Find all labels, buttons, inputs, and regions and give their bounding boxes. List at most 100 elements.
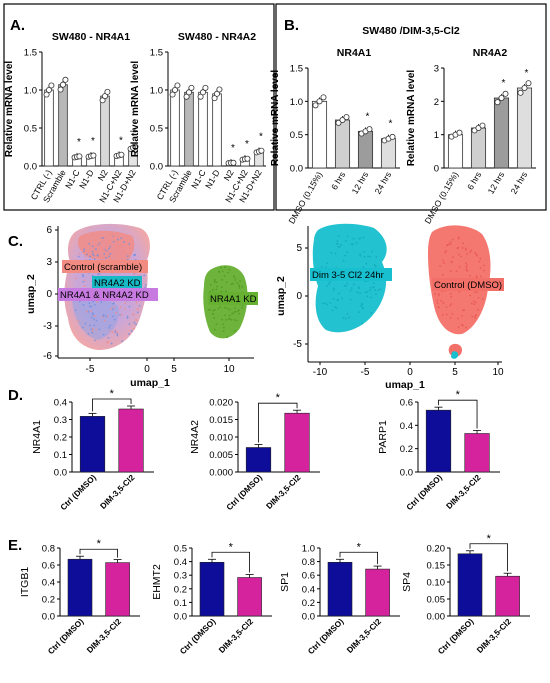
x-tick-label: DMSO (0.15%) (422, 170, 460, 226)
umap-point (226, 336, 229, 339)
umap-point (234, 279, 237, 281)
umap-point (458, 290, 461, 293)
umap-point (85, 253, 88, 256)
umap-point (464, 247, 467, 250)
umap-point (343, 284, 346, 287)
chart-title: SW480 - NR4A1 (52, 31, 130, 43)
y-tick-label: 0.010 (209, 433, 233, 444)
significance-mark: * (525, 68, 529, 79)
umap-point (359, 253, 361, 256)
umap-point (137, 273, 139, 276)
replicate-point (60, 81, 67, 88)
umap-point (365, 262, 368, 265)
bar (334, 119, 351, 169)
replicate-point (46, 87, 53, 94)
umap-point (111, 234, 114, 237)
x-tick-label: DIM-3,5-Cl2 (445, 473, 483, 511)
umap-point (444, 251, 446, 254)
umap-point (109, 324, 112, 327)
umap-point (88, 305, 91, 308)
umap-point (346, 235, 349, 238)
umap-point (100, 246, 102, 249)
umap-point (449, 243, 452, 245)
umap-point (87, 310, 90, 313)
significance-mark: * (119, 135, 123, 146)
significance-mark: * (366, 111, 370, 122)
umap-left-y-ticks: 6 3 0 -3 -6 (43, 225, 58, 362)
y-tick-label: 1 (434, 130, 439, 141)
y-axis-label: PARP1 (377, 420, 389, 454)
umap-right-xtick: -10 (313, 367, 328, 378)
y-axis-label: Relative mRNA level (4, 61, 15, 158)
y-tick-label: 0.5 (150, 124, 163, 135)
umap-point (343, 254, 346, 257)
replicate-point (339, 117, 346, 124)
umap-point (91, 250, 94, 253)
y-tick-label: 0.0 (150, 162, 163, 173)
bar (470, 127, 487, 169)
umap-point (95, 319, 98, 322)
umap-point (457, 236, 460, 239)
umap-point (82, 280, 85, 283)
umap-right-ytick: -5 (293, 339, 302, 350)
significance-mark: * (389, 119, 393, 130)
umap-point (212, 309, 215, 312)
replicate-point (498, 95, 505, 102)
umap-point (445, 306, 448, 309)
x-tick-label: N2 (222, 168, 236, 183)
umap-point (441, 314, 444, 316)
umap-point (228, 308, 231, 311)
x-tick-label: Ctrl (DMSO) (59, 473, 98, 512)
replicate-point (174, 82, 181, 89)
umap-right-xtick: 0 (407, 367, 413, 378)
umap-point (375, 293, 378, 296)
umap-point (465, 326, 468, 329)
x-tick-label: Ctrl (DMSO) (178, 617, 217, 656)
umap-point (118, 246, 121, 249)
y-tick-label: 1.5 (150, 48, 163, 59)
umap-point (97, 242, 100, 244)
bar (365, 568, 390, 617)
umap-point (115, 311, 118, 314)
umap-point (101, 258, 104, 260)
umap-point (123, 307, 126, 310)
y-tick-label: 0.3 (174, 571, 187, 582)
umap-point (333, 287, 336, 290)
umap-point (232, 282, 234, 285)
chart-title: NR4A1 (337, 47, 372, 59)
umap-point (136, 311, 139, 314)
y-tick-label: 2 (434, 97, 439, 108)
umap-point (448, 243, 450, 245)
umap-point (474, 315, 477, 318)
umap-point (363, 255, 366, 258)
umap-point (82, 252, 85, 254)
replicate-point (202, 84, 209, 91)
umap-point (89, 310, 92, 313)
umap-point (476, 291, 479, 293)
umap-point (442, 302, 445, 304)
umap-point (135, 301, 138, 304)
y-tick-label: 1.0 (290, 97, 303, 108)
umap-point (367, 255, 369, 258)
y-tick-label: 0.2 (400, 444, 413, 455)
umap-point (128, 255, 131, 258)
umap-point (457, 246, 460, 249)
umap-point (94, 303, 96, 306)
umap-point (337, 245, 340, 248)
umap-point (93, 315, 96, 317)
y-tick-label: 0.2 (302, 598, 315, 609)
umap-point (480, 275, 482, 278)
umap-point (473, 303, 475, 306)
umap-point (107, 336, 110, 339)
umap-point (329, 302, 332, 304)
umap-point (109, 245, 112, 248)
umap-point (126, 315, 129, 318)
umap-point (337, 235, 340, 237)
bar (311, 100, 328, 169)
umap-point (225, 281, 228, 283)
y-axis-label: Relative mRNA level (130, 61, 141, 158)
umap-point (469, 251, 472, 254)
significance-mark: * (357, 541, 362, 553)
y-tick-label: 0.05 (427, 595, 446, 606)
umap-point (216, 285, 219, 288)
